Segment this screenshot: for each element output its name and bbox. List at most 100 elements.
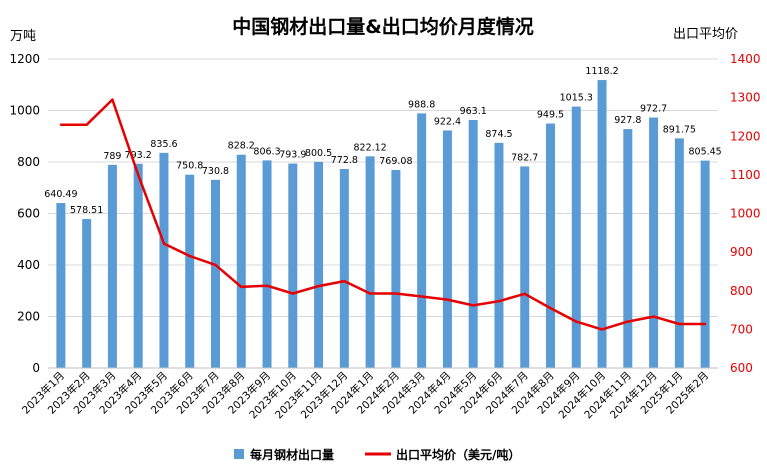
bar	[107, 164, 117, 368]
line-point	[265, 284, 269, 287]
right-y-tick-label: 600	[730, 361, 753, 375]
bar	[468, 120, 478, 369]
bar	[56, 203, 66, 368]
line-point	[136, 173, 140, 177]
price-line	[60, 98, 706, 331]
left-y-tick-label: 1200	[9, 52, 40, 66]
line-point	[600, 328, 604, 331]
bar-data-label: 835.6	[150, 139, 177, 150]
bar	[133, 163, 143, 368]
left-y-tick-label: 200	[17, 310, 40, 324]
left-y-tick-label: 1000	[9, 104, 40, 118]
bar-data-label: 874.5	[485, 129, 512, 140]
line-point	[471, 304, 475, 307]
bar	[159, 152, 169, 368]
legend: 每月钢材出口量 出口平均价（美元/吨）	[234, 447, 520, 462]
bar-data-label: 972.7	[640, 104, 667, 115]
bar-data-label: 1118.2	[585, 66, 618, 77]
bar	[185, 174, 195, 368]
bar-data-label: 927.8	[614, 115, 641, 126]
line-point	[343, 279, 346, 283]
line-point	[111, 98, 114, 101]
right-y-tick-label: 1100	[730, 168, 761, 182]
bar	[546, 123, 555, 368]
line-point	[394, 292, 398, 295]
bar	[262, 160, 272, 368]
legend-bar-swatch	[234, 449, 244, 459]
right-y-tick-label: 1300	[730, 91, 761, 105]
bar	[82, 219, 92, 368]
bar-data-label: 782.7	[511, 152, 538, 163]
bar-data-label: 750.8	[176, 161, 203, 172]
line-series	[59, 98, 707, 331]
bar	[520, 166, 530, 368]
right-y-tick-label: 700	[730, 322, 753, 336]
line-point	[162, 242, 166, 245]
bar	[494, 142, 504, 368]
bar-data-label: 793.9	[279, 150, 306, 161]
bar	[442, 130, 452, 368]
line-point	[703, 322, 707, 326]
bar-data-label: 891.75	[663, 124, 696, 135]
bar	[571, 106, 581, 369]
bar-data-label: 730.8	[202, 166, 229, 177]
bar-series	[56, 80, 710, 369]
bar-data-label: 640.49	[44, 189, 77, 200]
bar	[236, 154, 246, 368]
bar-data-label: 963.1	[460, 106, 487, 117]
left-y-axis: 0 200 400 600 800 1000 1200	[9, 52, 40, 375]
line-point	[59, 123, 63, 126]
bar	[365, 156, 375, 368]
bar-data-label: 800.5	[305, 148, 332, 159]
bar-data-label: 806.3	[253, 146, 280, 157]
line-point	[549, 306, 552, 310]
bar	[391, 169, 401, 368]
line-point	[317, 284, 320, 288]
line-point	[523, 292, 526, 296]
bar	[623, 129, 633, 368]
bar-data-label: 828.2	[228, 141, 255, 152]
right-y-tick-label: 800	[730, 284, 753, 298]
line-point	[214, 263, 217, 267]
line-point	[188, 254, 191, 258]
bar-data-label: 822.12	[353, 142, 386, 153]
chart-title: 中国钢材出口量&出口均价月度情况	[232, 15, 534, 38]
line-point	[420, 295, 423, 298]
bar-data-label: 1015.3	[560, 93, 593, 104]
bar	[417, 113, 427, 368]
right-y-tick-label: 1400	[730, 52, 761, 66]
legend-bar-label: 每月钢材出口量	[250, 447, 334, 462]
line-point	[497, 299, 501, 303]
right-y-tick-label: 1200	[730, 129, 761, 143]
right-y-tick-label: 900	[730, 245, 753, 259]
bar	[314, 161, 324, 368]
bar-data-label: 805.45	[688, 147, 721, 158]
left-y-tick-label: 400	[17, 258, 40, 272]
right-axis-unit: 出口平均价	[673, 27, 738, 42]
line-point	[240, 285, 243, 289]
left-y-tick-label: 0	[32, 361, 40, 375]
bar	[288, 163, 298, 368]
bar	[649, 117, 659, 368]
line-point	[85, 123, 88, 126]
right-y-axis: 600 700 800 900 1000 1100 1200 1300 1400	[730, 52, 761, 375]
line-point	[626, 320, 630, 323]
left-y-tick-label: 800	[17, 155, 40, 169]
line-point	[291, 292, 295, 295]
left-axis-unit: 万吨	[10, 29, 36, 44]
line-point	[678, 322, 681, 326]
bar	[597, 80, 607, 368]
bar-data-label: 769.08	[379, 156, 412, 167]
bar-data-label: 988.8	[408, 99, 435, 110]
bar-data-label: 772.8	[331, 155, 358, 166]
bar	[700, 160, 710, 368]
bar-data-label: 949.5	[537, 110, 564, 121]
line-point	[575, 320, 578, 323]
bar	[339, 169, 349, 368]
bar-data-label: 789	[103, 151, 121, 162]
line-point	[368, 292, 372, 295]
left-y-tick-label: 600	[17, 207, 40, 221]
